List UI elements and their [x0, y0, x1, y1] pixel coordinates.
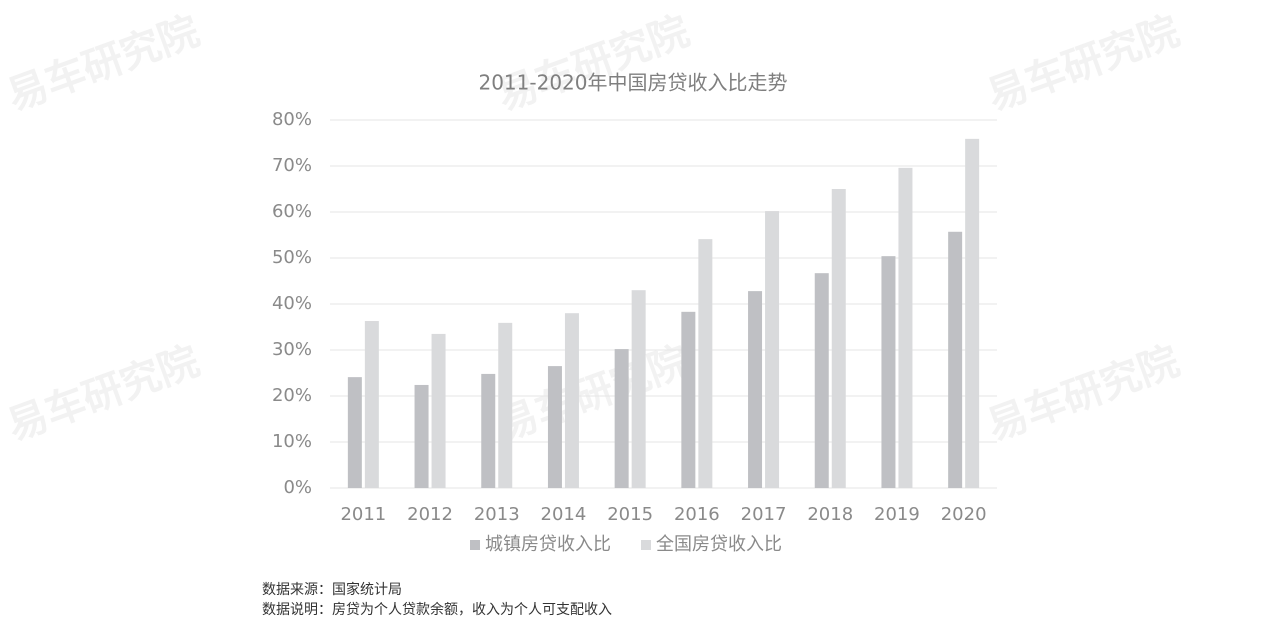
y-tick-label: 70%: [272, 155, 312, 176]
bar: [347, 377, 362, 488]
bar: [814, 273, 829, 488]
y-tick-label: 40%: [272, 293, 312, 314]
legend-label: 城镇房贷收入比: [485, 534, 611, 555]
note: 数据来源：国家统计局: [262, 581, 402, 598]
bar: [414, 384, 429, 488]
x-tick-label: 2017: [741, 504, 787, 525]
x-tick-label: 2012: [407, 504, 453, 525]
bar: [564, 313, 579, 488]
note: 数据说明：房贷为个人贷款余额，收入为个人可支配收入: [262, 601, 612, 618]
x-tick-label: 2020: [941, 504, 987, 525]
chart-title: 2011-2020年中国房贷收入比走势: [478, 71, 787, 95]
x-tick-label: 2019: [874, 504, 920, 525]
y-tick-label: 60%: [272, 201, 312, 222]
watermark: 易车研究院: [491, 338, 695, 450]
bar: [631, 290, 646, 488]
legend-swatch: [470, 540, 480, 550]
watermark: 易车研究院: [981, 8, 1185, 120]
y-tick-label: 0%: [283, 477, 312, 498]
watermark: 易车研究院: [1, 338, 205, 450]
bar: [948, 231, 963, 488]
x-tick-label: 2016: [674, 504, 720, 525]
y-tick-label: 10%: [272, 431, 312, 452]
bar: [481, 373, 496, 488]
bar: [831, 189, 846, 488]
bar: [431, 333, 446, 488]
bar: [898, 167, 913, 488]
watermark: 易车研究院: [491, 8, 695, 120]
y-tick-label: 30%: [272, 339, 312, 360]
x-tick-label: 2011: [340, 504, 386, 525]
watermark: 易车研究院: [1, 8, 205, 120]
legend-swatch: [641, 540, 651, 550]
bar: [748, 291, 763, 488]
x-tick-label: 2013: [474, 504, 520, 525]
bar: [681, 311, 696, 488]
x-tick-label: 2015: [607, 504, 653, 525]
bar: [547, 366, 562, 488]
bar: [614, 349, 629, 488]
x-tick-label: 2014: [541, 504, 587, 525]
bar: [765, 211, 780, 488]
bar: [364, 321, 379, 488]
bar: [698, 239, 713, 488]
bar: [881, 256, 896, 488]
x-tick-label: 2018: [807, 504, 853, 525]
watermark: 易车研究院: [981, 338, 1185, 450]
bar: [498, 322, 513, 488]
bar: [965, 138, 980, 489]
legend-label: 全国房贷收入比: [656, 534, 782, 555]
y-tick-label: 80%: [272, 109, 312, 130]
y-tick-label: 50%: [272, 247, 312, 268]
y-tick-label: 20%: [272, 385, 312, 406]
